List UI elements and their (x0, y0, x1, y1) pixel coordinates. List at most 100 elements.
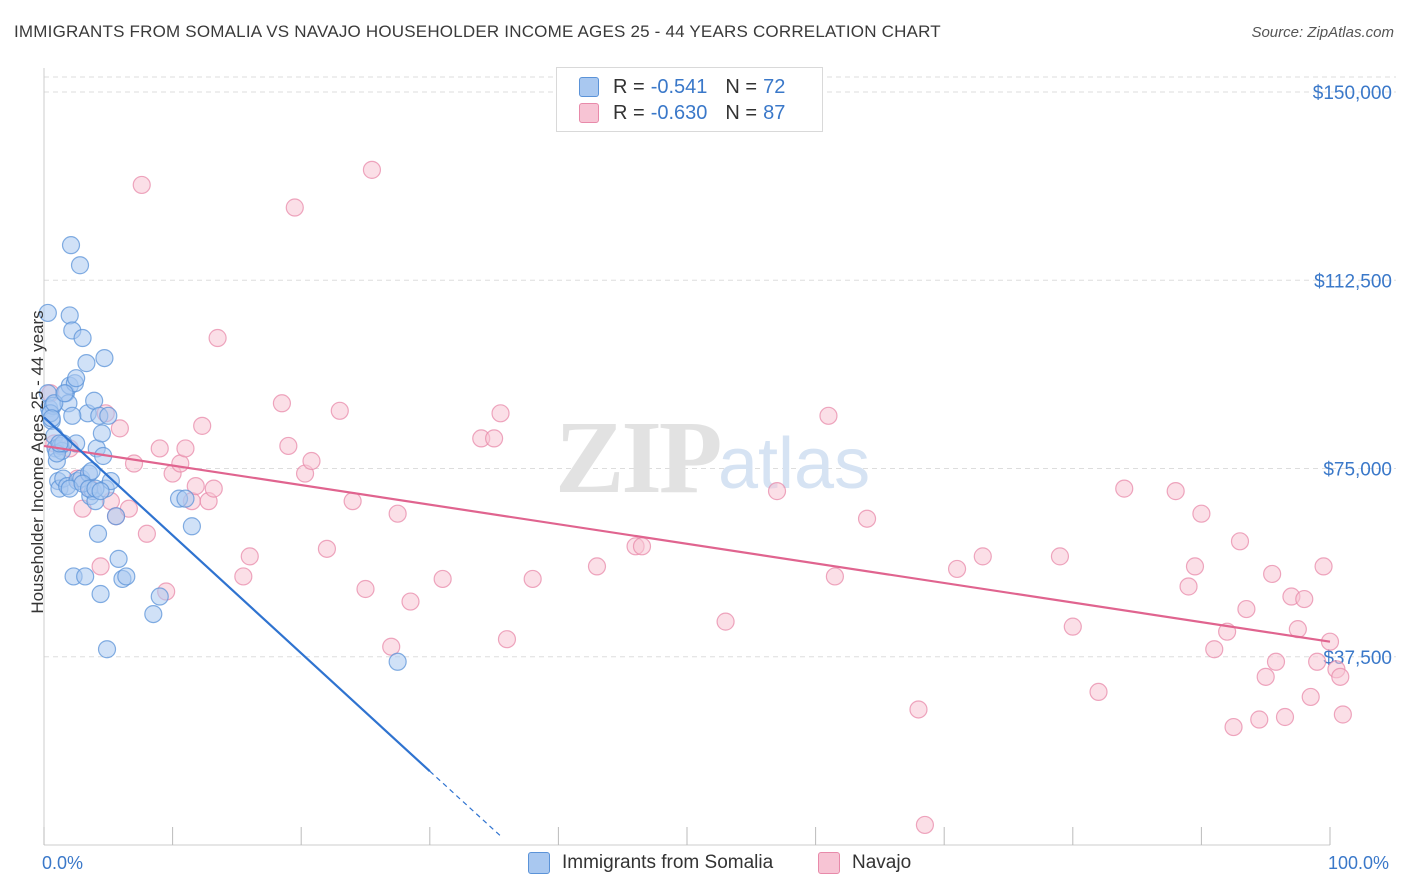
navajo-point-30 (285, 198, 304, 217)
navajo-point-10 (110, 419, 129, 438)
navajo-point-66 (1192, 504, 1211, 523)
navajo-point-71 (1237, 599, 1256, 619)
navajo-point-28 (272, 394, 292, 413)
navajo-point-59 (1050, 547, 1070, 566)
somalia-point-35 (85, 391, 104, 410)
navajo-point-45 (497, 630, 517, 649)
somalia-point-57 (388, 652, 407, 671)
navajo-r-label: R = (613, 101, 645, 124)
chart-title: IMMIGRANTS FROM SOMALIA VS NAVAJO HOUSEH… (14, 22, 941, 41)
navajo-n-value: 87 (763, 101, 786, 124)
navajo-r-value: -0.630 (650, 101, 708, 124)
stats-legend-row-navajo: R = -0.630 N = 87 (579, 102, 803, 124)
navajo-point-49 (632, 537, 652, 556)
navajo-point-56 (915, 815, 935, 835)
navajo-point-75 (1266, 652, 1286, 671)
navajo-point-38 (382, 637, 401, 656)
navajo-point-37 (362, 160, 382, 179)
navajo-point-85 (1331, 667, 1350, 686)
somalia-point-71 (91, 482, 110, 501)
navajo-point-24 (204, 479, 223, 498)
navajo-point-74 (1263, 564, 1282, 584)
navajo-point-29 (279, 436, 298, 456)
watermark-zip: ZIP (555, 400, 720, 515)
navajo-point-61 (1089, 682, 1108, 702)
navajo-point-12 (124, 454, 144, 473)
navajo-point-34 (330, 401, 349, 420)
navajo-point-79 (1295, 589, 1314, 609)
somalia-n-value: 72 (763, 75, 786, 98)
somalia-point-0 (38, 303, 57, 323)
navajo-point-65 (1185, 557, 1205, 576)
navajo-point-22 (193, 416, 212, 435)
navajo-point-13 (132, 175, 151, 195)
somalia-point-28 (76, 567, 95, 586)
somalia-point-43 (95, 348, 114, 368)
navajo-point-52 (819, 406, 838, 425)
somalia-point-68 (42, 409, 61, 428)
navajo-point-33 (317, 539, 337, 558)
navajo-point-82 (1314, 557, 1333, 576)
navajo-point-44 (491, 404, 510, 423)
navajo-point-64 (1179, 577, 1198, 596)
somalia-point-70 (63, 406, 82, 425)
somalia-point-33 (82, 461, 101, 481)
navajo-point-53 (825, 567, 844, 586)
navajo-point-35 (343, 492, 362, 511)
somalia-point-41 (92, 424, 111, 443)
somalia-r-value: -0.541 (650, 75, 708, 98)
navajo-point-15 (150, 439, 169, 458)
somalia-point-53 (150, 587, 169, 606)
somalia-point-49 (109, 549, 128, 568)
navajo-point-32 (302, 451, 321, 471)
y-tick-label-2: $112,500 (1314, 271, 1392, 292)
navajo-point-18 (171, 454, 190, 473)
navajo-point-25 (208, 328, 227, 348)
navajo-point-70 (1230, 532, 1250, 551)
navajo-point-80 (1301, 687, 1320, 707)
navajo-point-81 (1308, 652, 1327, 671)
y-axis-label: Householder Income Ages 25 - 44 years (28, 310, 47, 614)
navajo-point-47 (587, 557, 607, 576)
navajo-n-label: N = (725, 101, 758, 124)
navajo-point-26 (234, 567, 253, 586)
navajo-point-50 (716, 612, 735, 631)
somalia-point-46 (99, 406, 118, 425)
somalia-point-40 (91, 584, 110, 604)
navajo-point-14 (137, 524, 156, 543)
somalia-swatch (579, 77, 599, 97)
y-tick-label-1: $75,000 (1323, 460, 1392, 481)
y-tick-label-3: $150,000 (1313, 83, 1392, 104)
somalia-point-51 (117, 567, 136, 586)
navajo-point-6 (91, 557, 110, 576)
somalia-trend-line-extension (429, 770, 501, 837)
navajo-point-43 (485, 429, 504, 448)
somalia-point-25 (70, 256, 90, 275)
bottom-legend-somalia-label: Immigrants from Somalia (562, 852, 774, 873)
somalia-n-label: N = (725, 75, 758, 98)
somalia-r-label: R = (613, 75, 645, 98)
navajo-point-36 (356, 579, 375, 599)
navajo-point-73 (1256, 667, 1275, 686)
navajo-swatch (579, 103, 599, 123)
navajo-point-54 (857, 509, 877, 528)
x-tick-label-max: 100.0% (1328, 853, 1390, 873)
somalia-point-52 (144, 604, 163, 624)
somalia-point-55 (176, 489, 195, 508)
bottom-legend-somalia: Immigrants from Somalia (528, 852, 773, 874)
navajo-point-19 (176, 439, 195, 458)
somalia-point-45 (97, 640, 117, 659)
watermark-atlas: atlas (718, 424, 870, 504)
navajo-point-72 (1250, 710, 1269, 729)
navajo-point-60 (1063, 617, 1082, 636)
navajo-point-69 (1224, 717, 1243, 737)
navajo-point-58 (973, 547, 992, 566)
somalia-point-19 (61, 236, 81, 255)
navajo-trend-line (43, 444, 1331, 643)
navajo-point-57 (947, 559, 967, 579)
chart-source: Source: ZipAtlas.com (1251, 24, 1394, 41)
bottom-legend-navajo-swatch (818, 852, 840, 874)
navajo-point-55 (909, 700, 928, 719)
navajo-point-63 (1166, 482, 1185, 501)
